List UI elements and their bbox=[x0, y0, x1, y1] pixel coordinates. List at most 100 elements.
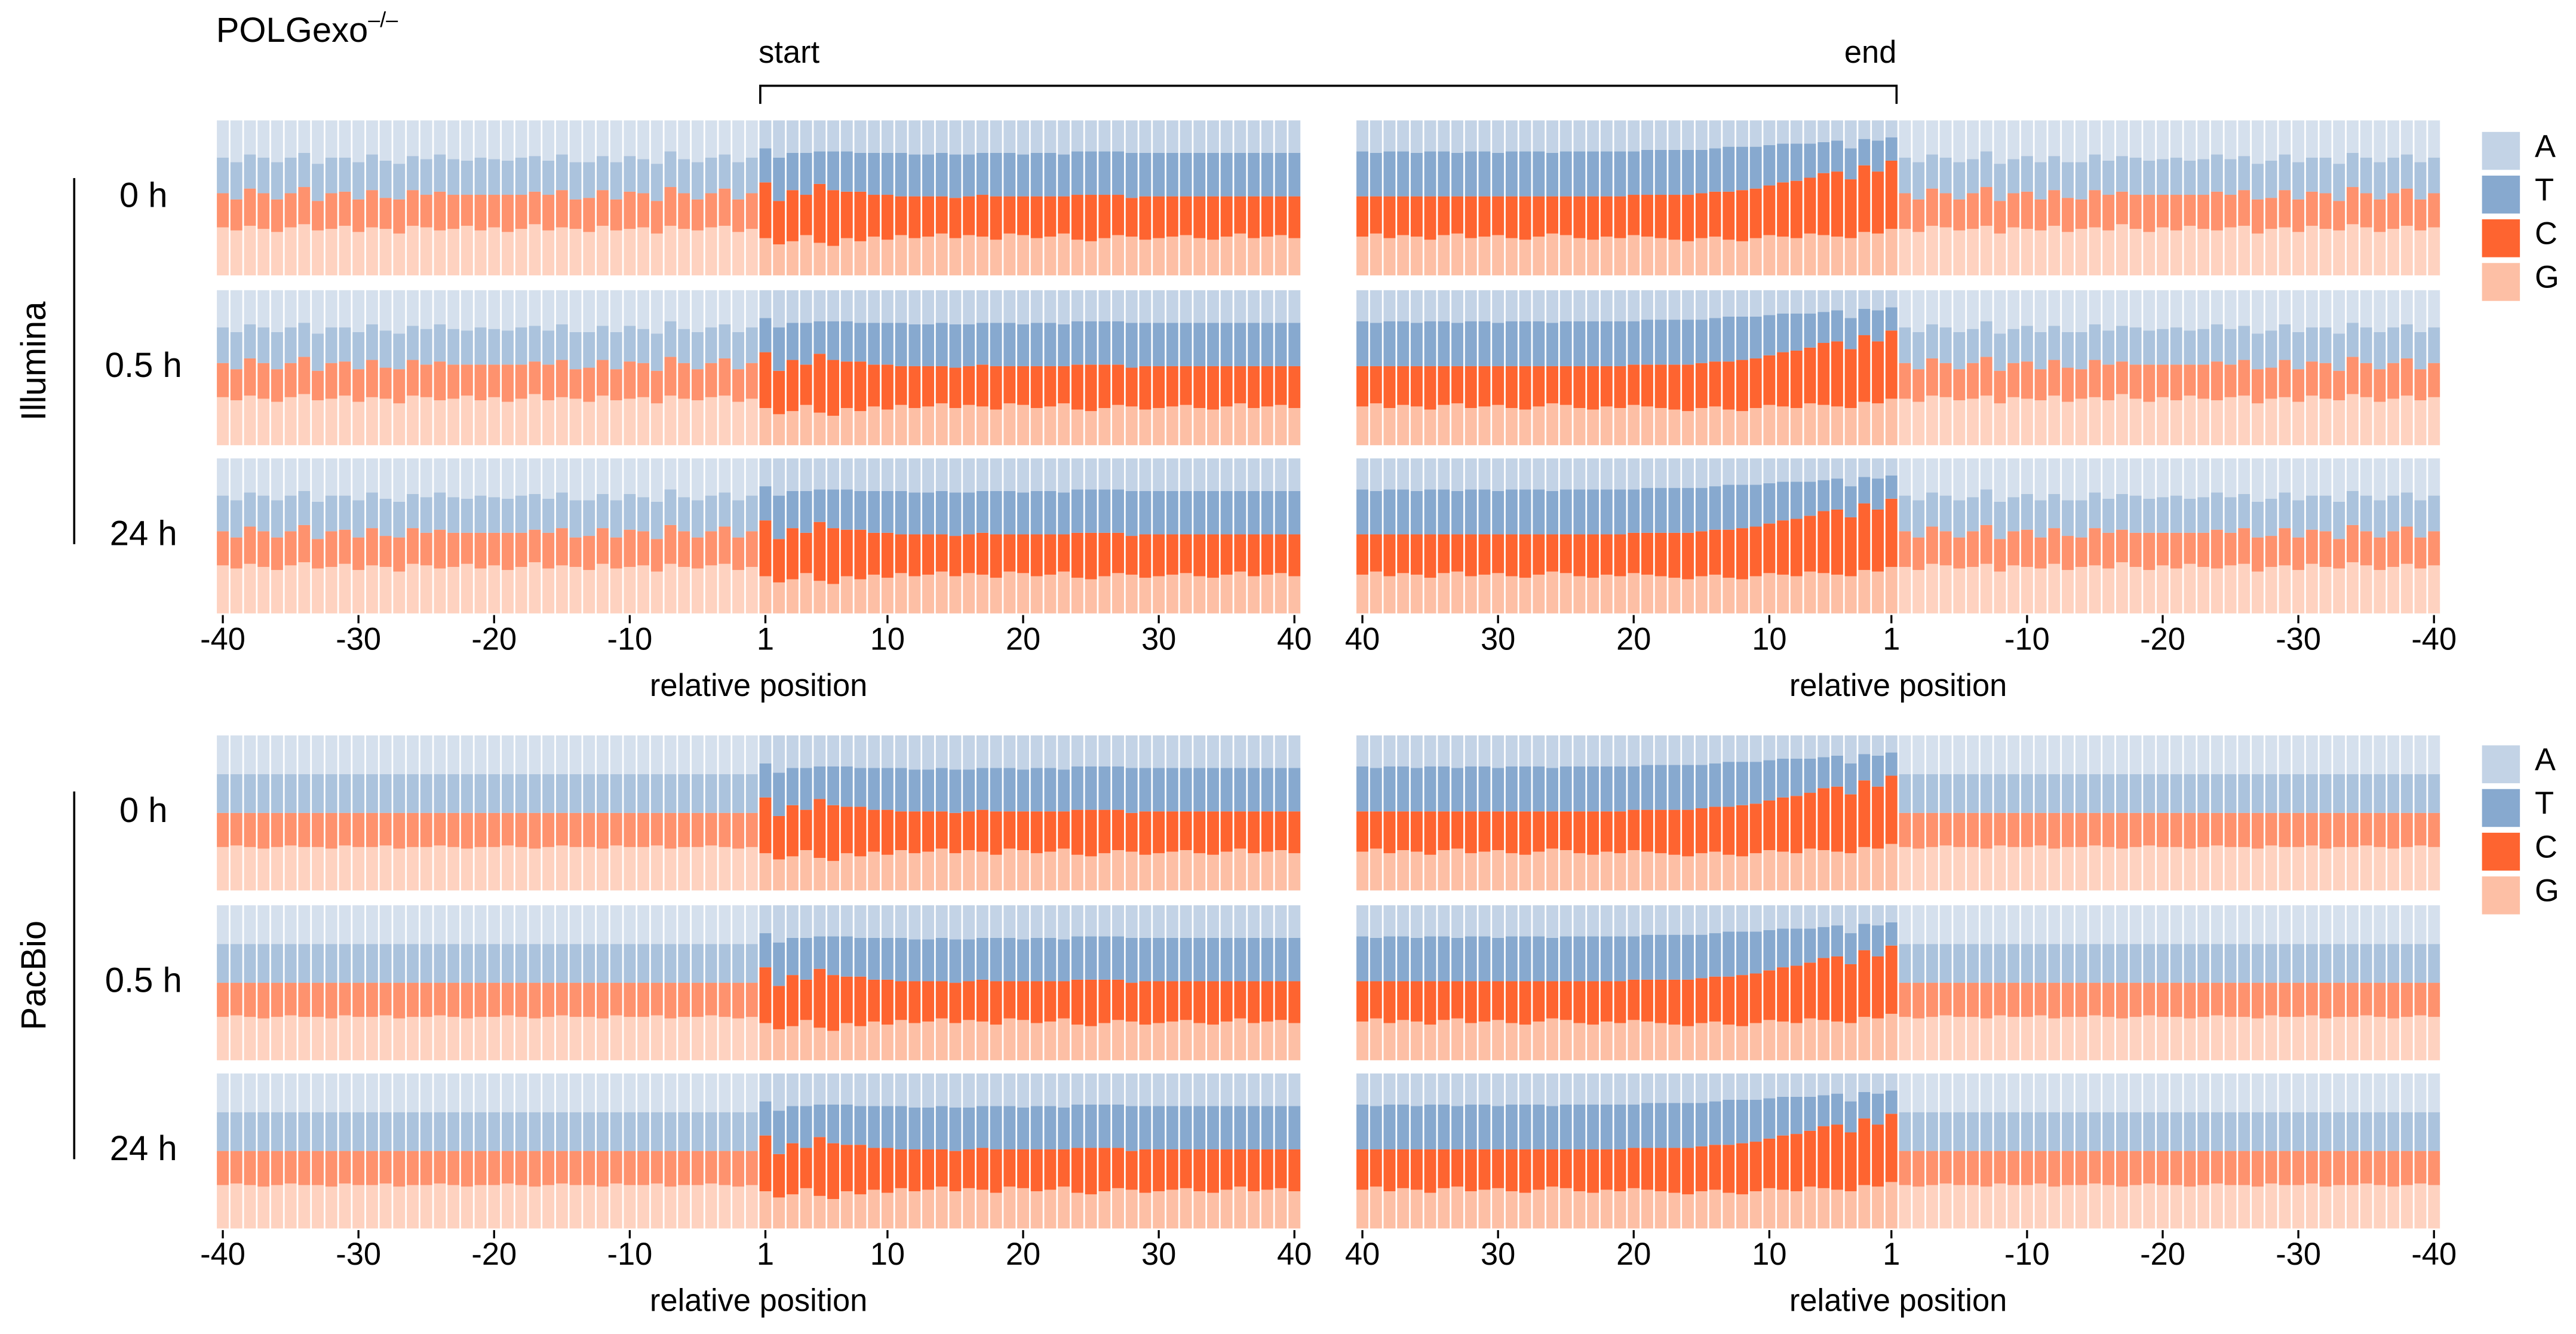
bar-segment bbox=[2102, 498, 2115, 533]
bar-segment bbox=[1546, 323, 1558, 366]
bar-segment bbox=[2170, 735, 2182, 774]
bar-segment bbox=[935, 1073, 948, 1106]
bar-segment bbox=[1533, 766, 1545, 812]
bar-segment bbox=[1885, 120, 1898, 138]
bar-segment bbox=[2305, 1151, 2318, 1184]
bar-segment bbox=[1831, 310, 1843, 342]
bar-segment bbox=[637, 531, 650, 566]
bar-segment bbox=[895, 152, 907, 197]
bar-segment bbox=[678, 735, 690, 774]
bar-segment bbox=[1438, 735, 1450, 766]
bar-segment bbox=[624, 191, 636, 229]
bar-segment bbox=[1749, 407, 1762, 446]
bar-segment bbox=[2129, 364, 2142, 399]
bar-segment bbox=[2265, 536, 2277, 567]
bar-segment bbox=[624, 847, 636, 891]
bar-segment bbox=[1912, 369, 1925, 402]
bar-segment bbox=[610, 944, 622, 983]
bar-segment bbox=[1125, 1189, 1138, 1229]
bar-segment bbox=[2428, 227, 2440, 275]
bar-segment bbox=[2157, 329, 2169, 365]
bar-segment bbox=[352, 537, 365, 571]
bar-segment bbox=[1356, 1073, 1369, 1105]
bar-segment bbox=[1817, 1188, 1830, 1229]
bar-segment bbox=[1519, 489, 1531, 535]
bar-segment bbox=[555, 1073, 568, 1112]
bar-segment bbox=[420, 329, 432, 365]
bar-segment bbox=[881, 854, 894, 891]
bar-segment bbox=[1044, 490, 1057, 535]
bar-segment bbox=[963, 196, 975, 235]
bar-segment bbox=[1709, 148, 1721, 192]
bar-segment bbox=[2333, 164, 2345, 201]
bar-segment bbox=[1451, 458, 1464, 491]
bar-segment bbox=[1261, 1149, 1273, 1190]
bar-segment bbox=[1682, 1103, 1694, 1148]
bar-segment bbox=[2346, 1185, 2359, 1229]
bar-segment bbox=[2387, 1151, 2400, 1187]
bar-segment bbox=[2414, 369, 2427, 401]
bar-segment bbox=[1234, 981, 1246, 1019]
bar-segment bbox=[1763, 1098, 1776, 1139]
bar-segment bbox=[610, 568, 622, 614]
bar-segment bbox=[460, 160, 473, 195]
bar-segment bbox=[827, 321, 840, 360]
bar-segment bbox=[1125, 1106, 1138, 1151]
bar-segment bbox=[420, 1017, 432, 1060]
bar-segment bbox=[1559, 981, 1572, 1020]
bar-segment bbox=[366, 983, 378, 1017]
bar-segment bbox=[1804, 1130, 1816, 1187]
bar-segment bbox=[1614, 735, 1626, 766]
bar-segment bbox=[963, 1020, 975, 1060]
bar-segment bbox=[1410, 735, 1423, 768]
bar-segment bbox=[569, 774, 582, 813]
bar-segment bbox=[1383, 238, 1396, 275]
bar-segment bbox=[352, 290, 365, 332]
bar-segment bbox=[963, 939, 975, 982]
bar-segment bbox=[515, 364, 527, 399]
bar-segment bbox=[976, 364, 988, 407]
bar-segment bbox=[312, 1073, 324, 1112]
bar-segment bbox=[2319, 1018, 2332, 1060]
bar-segment bbox=[745, 1151, 758, 1185]
bar-segment bbox=[949, 812, 962, 854]
bar-segment bbox=[2129, 327, 2142, 365]
bar-segment bbox=[1736, 735, 1748, 762]
bar-segment bbox=[1003, 571, 1016, 614]
bar-segment bbox=[1180, 735, 1192, 768]
bar-segment bbox=[1356, 574, 1369, 614]
bar-segment bbox=[1030, 853, 1043, 891]
bar-segment bbox=[597, 225, 609, 275]
bar-segment bbox=[407, 983, 419, 1017]
panel bbox=[1356, 1073, 2440, 1229]
bar-segment bbox=[1492, 1188, 1505, 1229]
bar-segment bbox=[1695, 320, 1708, 363]
bar-segment bbox=[664, 983, 677, 1019]
bar-segment bbox=[488, 774, 501, 813]
bar-segment bbox=[1790, 928, 1803, 966]
bar-segment bbox=[1804, 482, 1816, 516]
bar-segment bbox=[1370, 233, 1382, 275]
bar-segment bbox=[502, 498, 514, 533]
bar-segment bbox=[773, 815, 785, 860]
bar-segment bbox=[1153, 238, 1165, 275]
bar-segment bbox=[1559, 489, 1572, 535]
bar-segment bbox=[1030, 1149, 1043, 1192]
bar-segment bbox=[2034, 1183, 2047, 1229]
bar-segment bbox=[2428, 812, 2440, 847]
bar-segment bbox=[610, 1151, 622, 1184]
bar-segment bbox=[895, 404, 907, 446]
bar-segment bbox=[1125, 1021, 1138, 1060]
bar-segment bbox=[1587, 534, 1599, 578]
bar-segment bbox=[2428, 458, 2440, 496]
bar-segment bbox=[1505, 489, 1518, 535]
bar-segment bbox=[650, 812, 663, 846]
bar-segment bbox=[2170, 157, 2182, 195]
bar-segment bbox=[1044, 323, 1057, 366]
bar-segment bbox=[420, 847, 432, 891]
bar-segment bbox=[800, 1106, 812, 1148]
bar-segment bbox=[1573, 576, 1586, 614]
bar-segment bbox=[217, 1185, 229, 1229]
bar-segment bbox=[827, 360, 840, 416]
bar-segment bbox=[2400, 847, 2413, 891]
